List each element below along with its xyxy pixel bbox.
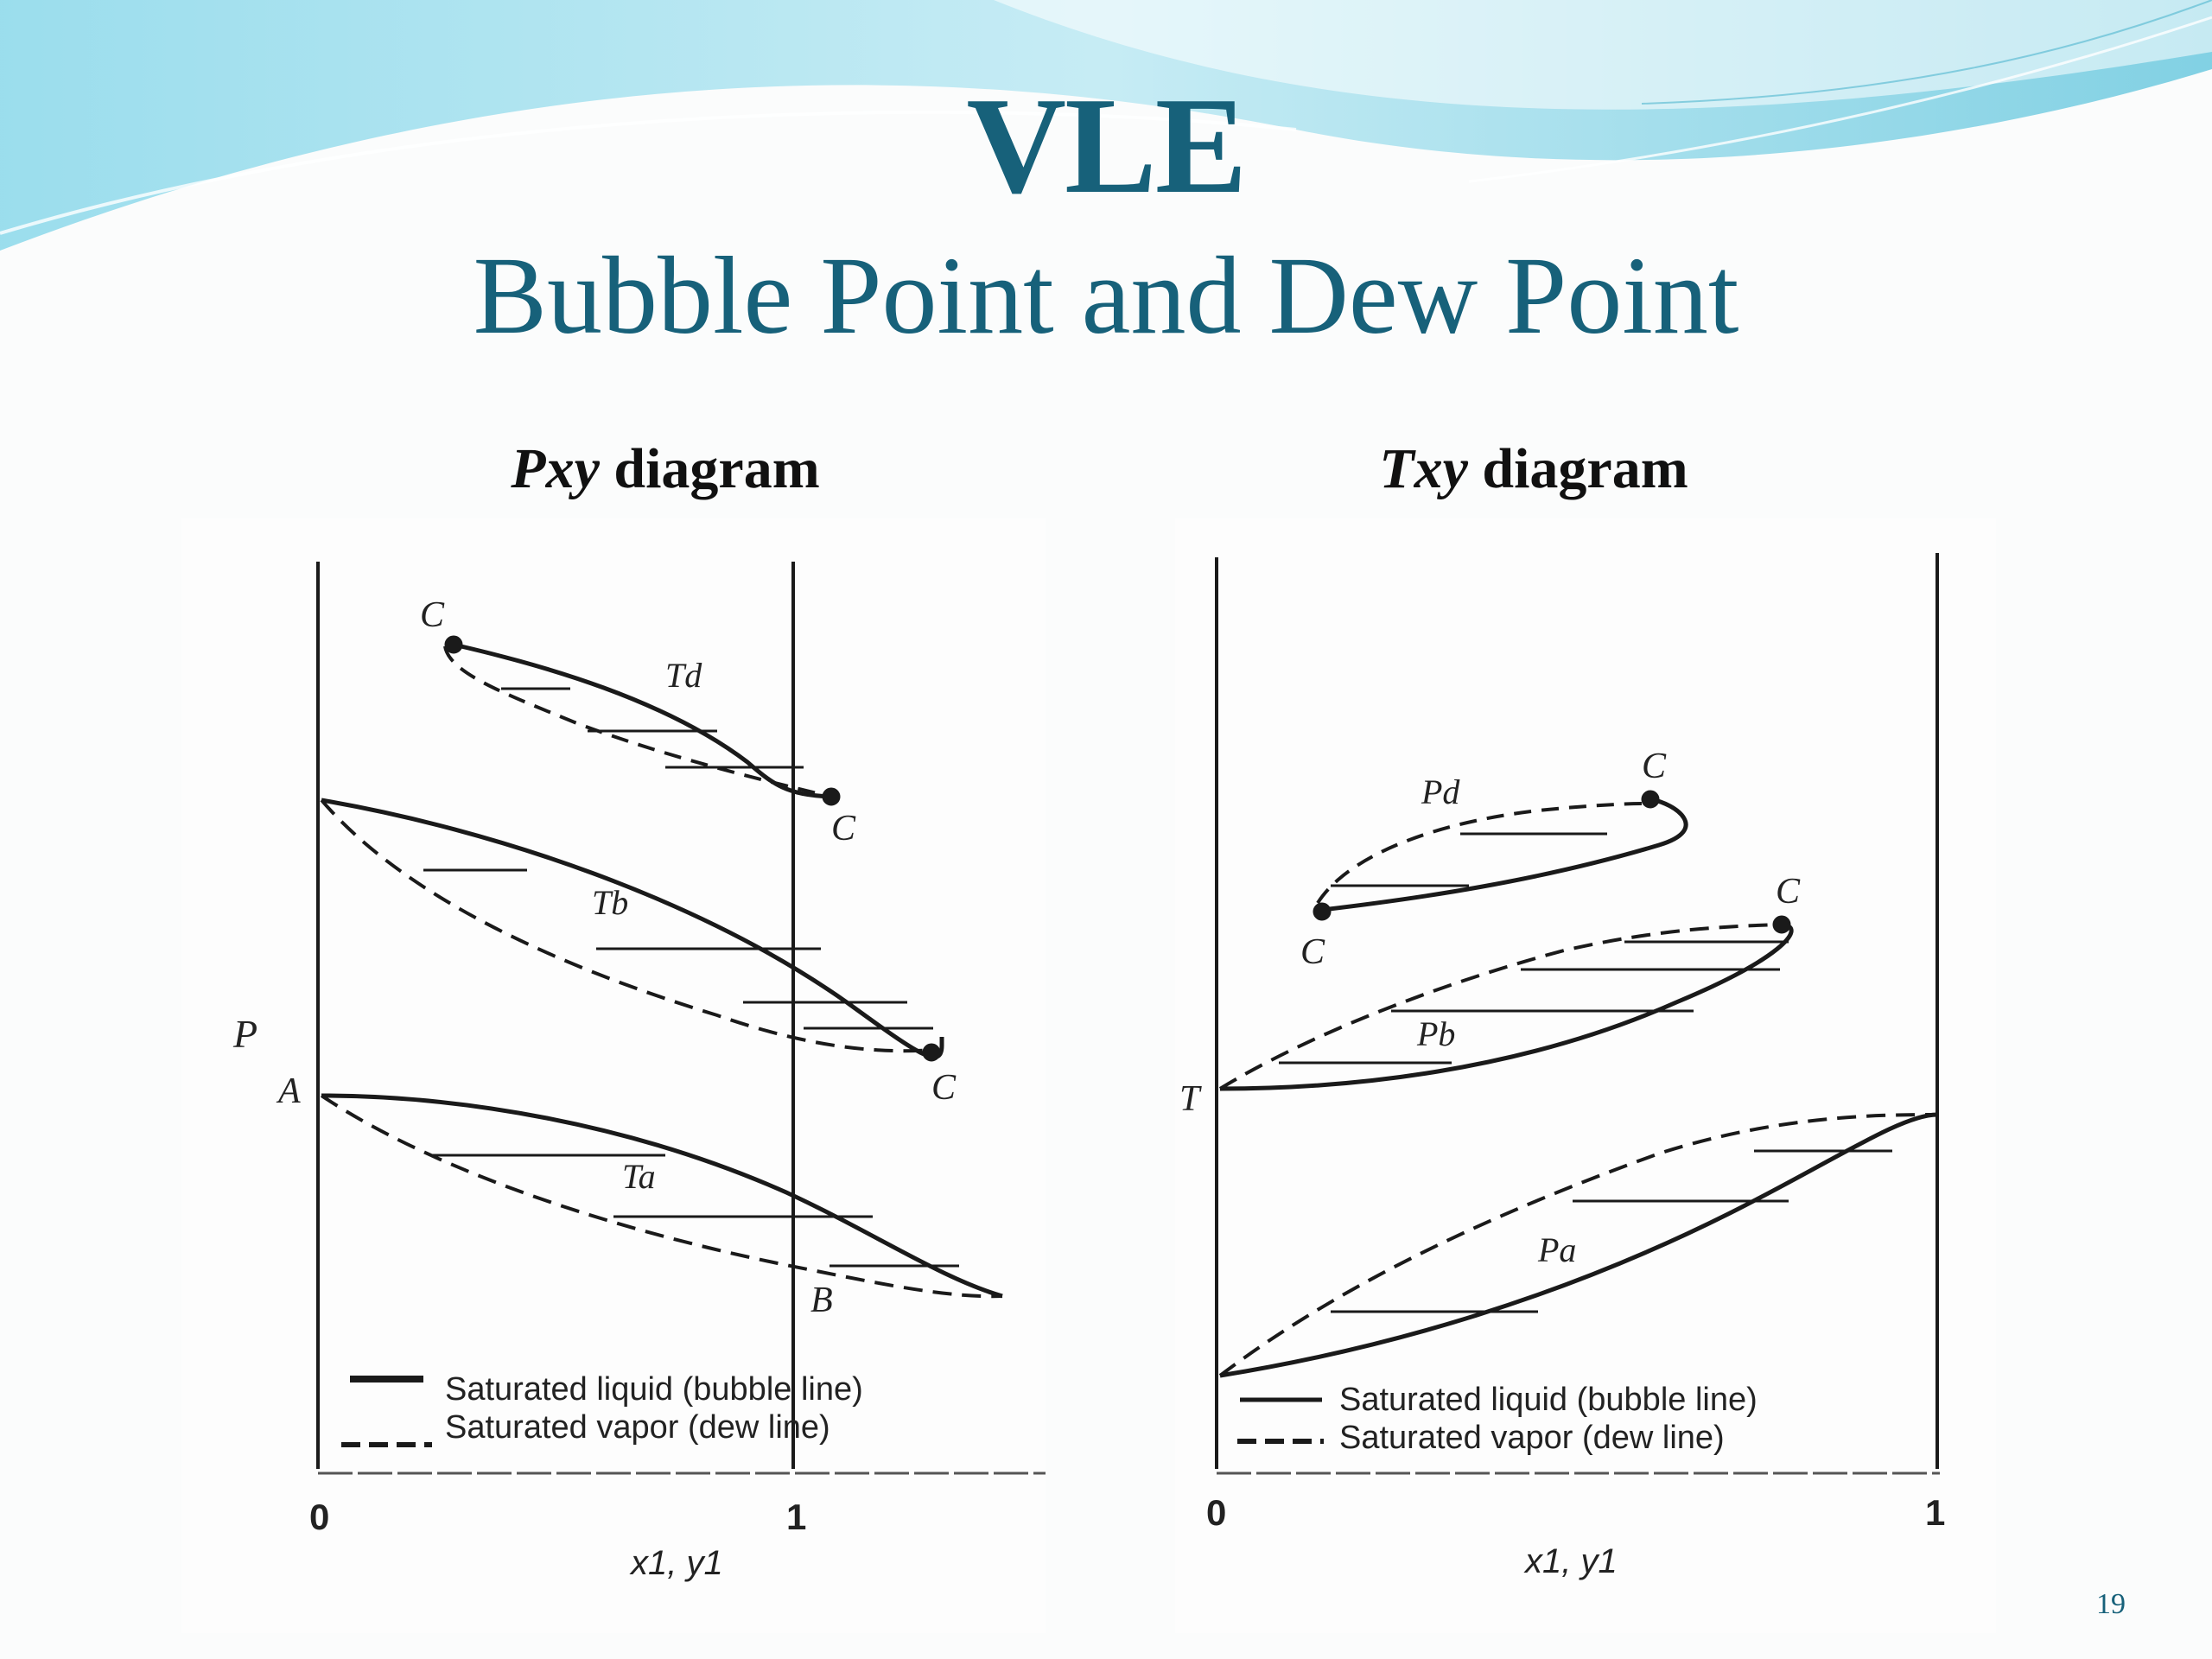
pxy-label-tb: Tb <box>592 883 628 922</box>
txy-curve-pb <box>1218 915 1794 1091</box>
txy-diagram: C C C Pd Pb Pa T 0 1 x1, y1 Saturated li… <box>1175 518 1996 1633</box>
txy-label-pd: Pd <box>1421 772 1460 811</box>
txy-heading-text: diagram <box>1467 437 1688 500</box>
txy-heading-symbol: Txy <box>1379 437 1468 500</box>
pxy-legend-dashed: Saturated vapor (dew line) <box>445 1409 830 1446</box>
pxy-crit-label-top: C <box>420 595 445 635</box>
txy-crit-label-low: C <box>1300 932 1325 972</box>
txy-x-tick-1: 1 <box>1925 1492 1945 1533</box>
pxy-diagram-heading: Pxy diagram <box>363 436 968 502</box>
pxy-y-axis-label: P <box>232 1012 257 1056</box>
pxy-legend-solid: Saturated liquid (bubble line) <box>445 1371 863 1408</box>
pxy-curve-ta <box>320 1093 1003 1299</box>
txy-curve-pd <box>1313 790 1688 921</box>
txy-label-pa: Pa <box>1537 1230 1576 1269</box>
txy-crit-label-pd: C <box>1642 747 1667 786</box>
txy-curve-pa <box>1218 1112 1938 1378</box>
pxy-heading-symbol: Pxy <box>511 437 600 500</box>
pxy-point-b: B <box>810 1281 833 1320</box>
txy-label-pb: Pb <box>1416 1014 1455 1053</box>
txy-x-tick-0: 0 <box>1206 1492 1226 1533</box>
pxy-curve-tb <box>320 798 944 1062</box>
txy-legend-dashed: Saturated vapor (dew line) <box>1339 1420 1725 1456</box>
txy-crit-label-pb: C <box>1776 872 1801 912</box>
pxy-crit-label-tb: C <box>931 1068 957 1108</box>
txy-y-axis-label: T <box>1179 1079 1202 1119</box>
pxy-label-ta: Ta <box>622 1157 656 1196</box>
pxy-legend: Saturated liquid (bubble line) Saturated… <box>341 1371 863 1447</box>
txy-legend-solid: Saturated liquid (bubble line) <box>1339 1382 1758 1418</box>
pxy-label-td: Td <box>665 656 702 695</box>
pxy-heading-text: diagram <box>599 437 820 500</box>
pxy-point-a: A <box>276 1071 301 1111</box>
txy-diagram-heading: Txy diagram <box>1231 436 1836 502</box>
pxy-x-tick-1: 1 <box>786 1497 806 1537</box>
pxy-x-tick-0: 0 <box>309 1497 329 1537</box>
txy-legend: Saturated liquid (bubble line) Saturated… <box>1237 1382 1758 1456</box>
pxy-crit-label-td: C <box>831 809 856 849</box>
pxy-curve-td <box>443 635 841 806</box>
pxy-x-axis-label: x1, y1 <box>629 1544 723 1582</box>
txy-x-axis-label: x1, y1 <box>1523 1542 1618 1580</box>
pxy-diagram: C C C Td Tb Ta P A B 0 1 x1, y1 Saturate… <box>181 518 1046 1633</box>
page-number: 19 <box>2096 1588 2126 1620</box>
slide-title: VLE <box>966 68 1248 222</box>
slide-subtitle: Bubble Point and Dew Point <box>473 234 1739 357</box>
